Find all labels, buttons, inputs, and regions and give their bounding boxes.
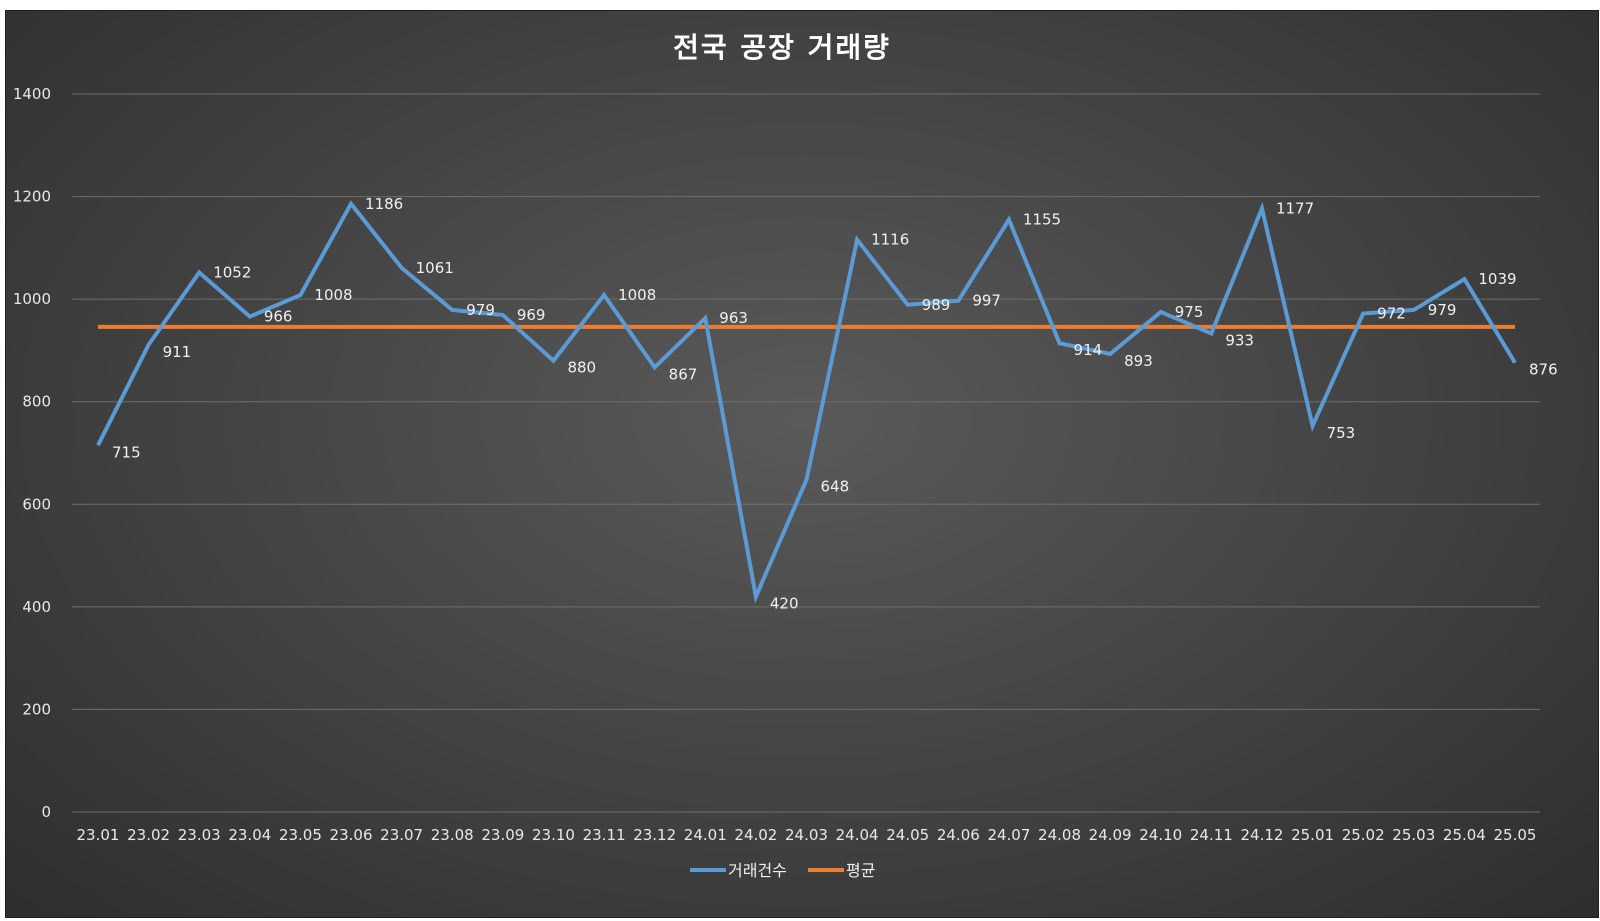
data-label: 979: [1428, 301, 1457, 319]
x-tick-label: 24.07: [987, 826, 1030, 844]
x-tick-label: 23.05: [279, 826, 322, 844]
x-tick-label: 23.06: [330, 826, 373, 844]
data-label: 997: [972, 292, 1001, 310]
x-tick-label: 25.03: [1392, 826, 1435, 844]
gridlines: [72, 93, 1540, 813]
x-tick-label: 23.08: [431, 826, 474, 844]
data-label: 1177: [1276, 199, 1314, 217]
data-label: 975: [1175, 303, 1204, 321]
data-label: 880: [567, 359, 596, 377]
legend-label: 거래건수: [728, 861, 787, 880]
x-tick-label: 23.02: [127, 826, 170, 844]
x-tick-label: 24.05: [886, 826, 929, 844]
data-label: 1061: [416, 259, 454, 277]
data-label: 420: [770, 595, 799, 613]
series-layer: [96, 200, 1517, 604]
x-tick-label: 25.04: [1443, 826, 1486, 844]
data-label: 989: [922, 296, 951, 314]
series-line-transactions: [96, 200, 1517, 604]
data-label: 715: [112, 443, 141, 461]
y-tick-label: 200: [22, 700, 51, 718]
data-label: 648: [821, 478, 850, 496]
x-tick-label: 24.09: [1089, 826, 1132, 844]
x-tick-label: 24.10: [1139, 826, 1182, 844]
legend: 거래건수 평균: [690, 861, 875, 880]
data-labels: 715 911 1052 966 1008 1186 1061 979 969 880 1008 86…: [112, 195, 1558, 613]
data-label: 963: [719, 309, 748, 327]
x-axis: 23.01 23.02 23.03 23.04 23.05 23.06 23.07 23.08…: [77, 826, 1537, 844]
x-tick-label: 23.07: [380, 826, 423, 844]
x-tick-label: 24.11: [1190, 826, 1233, 844]
y-tick-label: 1000: [13, 290, 51, 308]
data-label: 1039: [1478, 270, 1516, 288]
data-label: 914: [1074, 341, 1103, 359]
x-tick-label: 24.03: [785, 826, 828, 844]
chart-area: [5, 10, 1599, 918]
y-tick-label: 600: [22, 495, 51, 513]
x-tick-label: 24.06: [937, 826, 980, 844]
data-label: 972: [1377, 305, 1406, 323]
y-tick-label: 800: [22, 393, 51, 411]
chart-title: 전국 공장 거래량: [673, 31, 891, 64]
data-label: 867: [669, 365, 698, 383]
x-tick-label: 25.05: [1494, 826, 1537, 844]
y-axis: 0 200 400 600 800 1000 1200 1400: [13, 85, 51, 821]
y-tick-label: 1200: [13, 188, 51, 206]
x-tick-label: 23.10: [532, 826, 575, 844]
data-label: 1008: [314, 286, 352, 304]
x-tick-label: 24.08: [1038, 826, 1081, 844]
y-tick-label: 400: [22, 598, 51, 616]
x-tick-label: 23.03: [178, 826, 221, 844]
x-tick-label: 25.01: [1291, 826, 1334, 844]
x-tick-label: 23.04: [228, 826, 271, 844]
data-label: 1116: [871, 231, 909, 249]
data-label: 1008: [618, 286, 656, 304]
data-label: 969: [517, 306, 546, 324]
x-tick-label: 23.11: [583, 826, 626, 844]
data-label: 1052: [213, 263, 251, 281]
data-label: 893: [1124, 352, 1153, 370]
data-label: 876: [1529, 361, 1558, 379]
x-tick-label: 25.02: [1342, 826, 1385, 844]
x-tick-label: 24.12: [1240, 826, 1283, 844]
x-tick-label: 24.02: [734, 826, 777, 844]
data-label: 1155: [1023, 211, 1061, 229]
x-tick-label: 23.09: [481, 826, 524, 844]
legend-label: 평균: [846, 861, 875, 880]
data-label: 753: [1327, 424, 1356, 442]
y-tick-label: 0: [41, 803, 51, 821]
data-label: 1186: [365, 195, 403, 213]
y-tick-label: 1400: [13, 85, 51, 103]
x-tick-label: 24.01: [684, 826, 727, 844]
x-tick-label: 23.12: [633, 826, 676, 844]
data-label: 966: [264, 308, 293, 326]
x-tick-label: 24.04: [836, 826, 879, 844]
data-label: 933: [1225, 332, 1254, 350]
data-label: 979: [466, 301, 495, 319]
x-tick-label: 23.01: [77, 826, 120, 844]
data-label: 911: [163, 343, 192, 361]
